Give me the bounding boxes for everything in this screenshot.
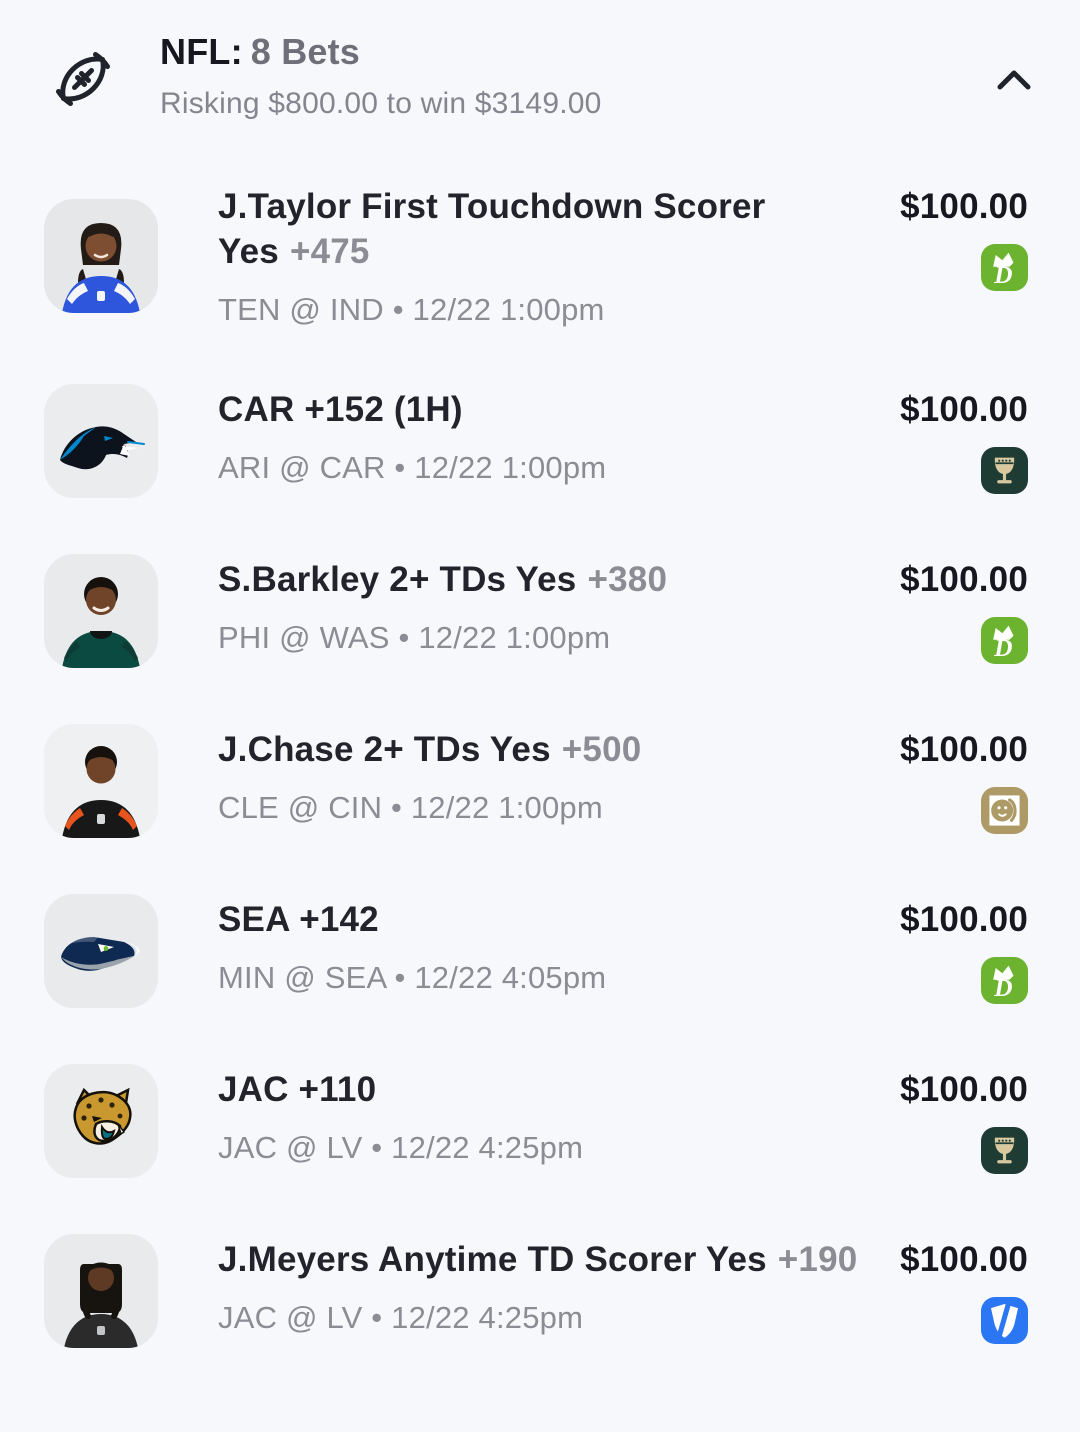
bet-row[interactable]: JAC +110 JAC @ LV • 12/22 4:25pm $100.00 xyxy=(44,1063,1036,1178)
bet-selection: J.Taylor First Touchdown Scorer Yes xyxy=(218,187,766,271)
risk-summary: Risking $800.00 to win $3149.00 xyxy=(160,87,602,121)
bet-title: J.Meyers Anytime TD Scorer Yes +190 xyxy=(218,1238,860,1283)
bet-title: J.Chase 2+ TDs Yes +500 xyxy=(218,728,860,773)
jaguars-logo xyxy=(44,1063,158,1178)
bets-count: 8 Bets xyxy=(250,31,361,72)
gold-goblet-icon xyxy=(981,446,1028,494)
bet-group-header[interactable]: NFL: 8 Bets Risking $800.00 to win $3149.… xyxy=(0,0,1080,121)
bet-list: J.Taylor First Touchdown Scorer Yes +475 … xyxy=(0,121,1080,1378)
saquon-barkley-photo xyxy=(44,553,158,668)
bet-selection: JAC +110 xyxy=(218,1069,377,1109)
bet-title: JAC +110 xyxy=(218,1068,860,1113)
bet-stake: $100.00 xyxy=(900,729,1028,769)
group-title: NFL: 8 Bets xyxy=(160,30,992,73)
bet-matchup: TEN @ IND • 12/22 1:00pm xyxy=(218,291,605,327)
bet-matchup: PHI @ WAS • 12/22 1:00pm xyxy=(218,619,611,655)
draftkings-crown-icon: D xyxy=(981,616,1028,664)
bet-selection: S.Barkley 2+ TDs Yes xyxy=(218,559,577,599)
bet-title: CAR +152 (1H) xyxy=(218,388,860,433)
fanduel-shield-icon xyxy=(981,1296,1028,1344)
bet-selection: SEA +142 xyxy=(218,899,379,939)
bet-matchup: CLE @ CIN • 12/22 1:00pm xyxy=(218,789,603,825)
bet-odds: +190 xyxy=(777,1239,858,1279)
football-icon xyxy=(50,46,116,116)
league-label: NFL: xyxy=(160,31,243,72)
draftkings-crown-icon: D xyxy=(981,956,1028,1004)
draftkings-crown-icon: D xyxy=(981,243,1028,291)
bet-odds: +380 xyxy=(587,559,668,599)
bet-selection: J.Meyers Anytime TD Scorer Yes xyxy=(218,1239,767,1279)
bet-stake: $100.00 xyxy=(900,1239,1028,1279)
svg-text:D: D xyxy=(993,972,1012,1001)
seahawks-logo xyxy=(44,893,158,1008)
bet-stake: $100.00 xyxy=(900,559,1028,599)
bet-stake: $100.00 xyxy=(900,389,1028,429)
bet-row[interactable]: CAR +152 (1H) ARI @ CAR • 12/22 1:00pm $… xyxy=(44,383,1036,498)
jakobi-meyers-photo xyxy=(44,1233,158,1348)
bet-selection: J.Chase 2+ TDs Yes xyxy=(218,729,551,769)
bet-row[interactable]: S.Barkley 2+ TDs Yes +380 PHI @ WAS • 12/… xyxy=(44,553,1036,668)
jonathan-taylor-photo xyxy=(44,199,158,314)
bet-stake: $100.00 xyxy=(900,187,1028,227)
chevron-up-icon[interactable] xyxy=(992,58,1036,102)
bet-selection: CAR +152 (1H) xyxy=(218,389,463,429)
bet-row[interactable]: J.Taylor First Touchdown Scorer Yes +475 … xyxy=(44,185,1036,328)
bet-title: S.Barkley 2+ TDs Yes +380 xyxy=(218,558,860,603)
bet-matchup: JAC @ LV • 12/22 4:25pm xyxy=(218,1129,584,1165)
bet-odds: +500 xyxy=(561,729,642,769)
jamarr-chase-photo xyxy=(44,723,158,838)
betmgm-lion-icon xyxy=(981,786,1028,834)
bet-row[interactable]: SEA +142 MIN @ SEA • 12/22 4:05pm $100.0… xyxy=(44,893,1036,1008)
bet-stake: $100.00 xyxy=(900,1069,1028,1109)
svg-text:D: D xyxy=(993,632,1012,661)
bet-row[interactable]: J.Meyers Anytime TD Scorer Yes +190 JAC @… xyxy=(44,1233,1036,1348)
bet-matchup: JAC @ LV • 12/22 4:25pm xyxy=(218,1299,584,1335)
bet-stake: $100.00 xyxy=(900,899,1028,939)
svg-text:D: D xyxy=(993,260,1012,289)
bet-matchup: MIN @ SEA • 12/22 4:05pm xyxy=(218,959,607,995)
bet-matchup: ARI @ CAR • 12/22 1:00pm xyxy=(218,449,607,485)
gold-goblet-icon xyxy=(981,1126,1028,1174)
bet-title: J.Taylor First Touchdown Scorer Yes +475 xyxy=(218,185,860,275)
panthers-logo xyxy=(44,383,158,498)
bet-row[interactable]: J.Chase 2+ TDs Yes +500 CLE @ CIN • 12/22… xyxy=(44,723,1036,838)
bet-title: SEA +142 xyxy=(218,898,860,943)
bet-odds: +475 xyxy=(289,231,370,271)
